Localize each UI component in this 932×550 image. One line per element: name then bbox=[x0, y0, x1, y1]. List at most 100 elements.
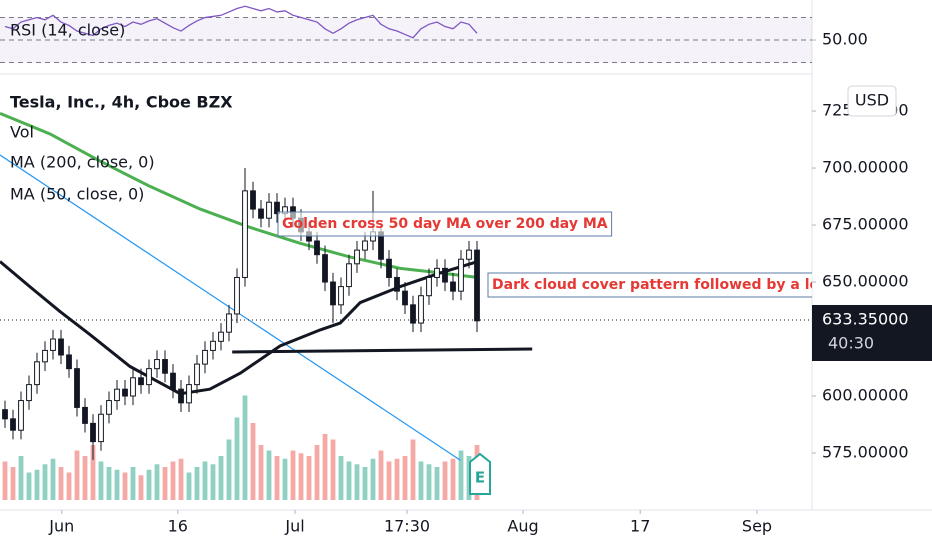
volume-bar bbox=[402, 456, 408, 500]
volume-bar bbox=[338, 456, 344, 500]
candle-body bbox=[322, 254, 328, 283]
volume-bar bbox=[114, 469, 120, 500]
volume-bar bbox=[2, 461, 8, 500]
volume-bar bbox=[418, 461, 424, 500]
trend-line bbox=[0, 154, 461, 461]
currency-button[interactable] bbox=[847, 85, 897, 117]
volume-bar bbox=[274, 456, 280, 500]
volume-bar bbox=[442, 461, 448, 500]
countdown: 40:30 bbox=[828, 333, 874, 352]
x-tick-label: Sep bbox=[742, 517, 772, 536]
candle-body bbox=[258, 208, 264, 219]
candle-body bbox=[338, 286, 344, 306]
candle-body bbox=[186, 384, 192, 404]
volume-bar bbox=[74, 450, 80, 500]
volume-bar bbox=[258, 445, 264, 500]
volume-bar bbox=[378, 450, 384, 500]
candle-body bbox=[354, 249, 360, 265]
volume-bar bbox=[106, 467, 112, 500]
y-tick-label: 700.00000 bbox=[822, 158, 909, 177]
axes-layer: 50.00 575.00000 600.00000 650.00000 675.0000… bbox=[48, 30, 908, 536]
volume-bar bbox=[26, 472, 32, 500]
volume-bar bbox=[346, 461, 352, 500]
candle-body bbox=[402, 290, 408, 306]
volume-bar bbox=[410, 439, 416, 500]
volume-bar bbox=[458, 450, 464, 500]
volume-bar bbox=[82, 456, 88, 500]
candle-body bbox=[362, 240, 368, 251]
x-tick-label: Jul bbox=[284, 517, 304, 536]
candle-body bbox=[242, 190, 248, 278]
volume-bar bbox=[322, 434, 328, 500]
volume-bar bbox=[434, 467, 440, 500]
candle-body bbox=[114, 388, 120, 402]
volume-bar bbox=[130, 467, 136, 500]
moving-average bbox=[0, 111, 478, 279]
lines-layer bbox=[0, 111, 812, 461]
volume-bar bbox=[178, 458, 184, 500]
y-tick-label: 650.00000 bbox=[822, 272, 909, 291]
annotation-box bbox=[277, 211, 613, 237]
currency-label[interactable]: USD bbox=[855, 91, 889, 110]
volume-bar bbox=[394, 458, 400, 500]
volume-layer bbox=[2, 395, 480, 500]
earnings-marker[interactable] bbox=[469, 452, 491, 495]
volume-bar bbox=[290, 450, 296, 500]
y-tick-label: 575.00000 bbox=[822, 443, 909, 462]
annotation: Golden cross 50 day MA over 200 day MA bbox=[277, 211, 613, 237]
candle-body bbox=[346, 263, 352, 288]
x-tick-label: Aug bbox=[507, 517, 538, 536]
annotation-text: Golden cross 50 day MA over 200 day MA bbox=[282, 216, 608, 232]
volume-bar bbox=[330, 439, 336, 500]
candle-body bbox=[218, 331, 224, 342]
volume-bar bbox=[386, 461, 392, 500]
candle-body bbox=[450, 281, 456, 292]
candle-body bbox=[26, 384, 32, 402]
candle-body bbox=[266, 201, 272, 219]
candle-body bbox=[178, 388, 184, 404]
candle-body bbox=[314, 240, 320, 256]
y-tick-label: 675.00000 bbox=[822, 215, 909, 234]
volume-bar bbox=[210, 464, 216, 500]
earnings-label[interactable]: E bbox=[475, 469, 485, 487]
candle-body bbox=[466, 249, 472, 260]
x-tick-label: Jun bbox=[48, 517, 74, 536]
candle-body bbox=[130, 377, 136, 397]
candle-body bbox=[274, 201, 280, 215]
last-price-box bbox=[812, 304, 932, 361]
rsi-tick-label: 50.00 bbox=[822, 30, 868, 49]
candle-body bbox=[138, 377, 144, 386]
candle-body bbox=[106, 400, 112, 415]
x-tick-label: 17 bbox=[630, 517, 650, 536]
candle-body bbox=[386, 258, 392, 278]
rsi-band bbox=[0, 17, 812, 63]
indicator-legend: Vol bbox=[10, 123, 34, 142]
volume-bar bbox=[266, 450, 272, 500]
volume-bar bbox=[362, 467, 368, 500]
volume-bar bbox=[314, 445, 320, 500]
candle-body bbox=[98, 413, 104, 443]
volume-bar bbox=[426, 464, 432, 500]
candle-body bbox=[434, 267, 440, 278]
volume-bar bbox=[186, 472, 192, 500]
trend-line bbox=[232, 347, 533, 354]
candle-body bbox=[194, 363, 200, 386]
last-price-label: 633.35000 bbox=[822, 309, 909, 328]
volume-bar bbox=[282, 458, 288, 500]
volume-bar bbox=[42, 464, 48, 500]
candle-body bbox=[234, 276, 240, 315]
candle-body bbox=[74, 368, 80, 408]
volume-bar bbox=[34, 469, 40, 500]
volume-bar bbox=[122, 472, 128, 500]
volume-bar bbox=[450, 458, 456, 500]
volume-bar bbox=[354, 464, 360, 500]
annotations-layer: Golden cross 50 day MA over 200 day MA Da… bbox=[277, 211, 812, 298]
candle-body bbox=[18, 400, 24, 431]
candle-body bbox=[122, 388, 128, 397]
candle-body bbox=[58, 338, 64, 356]
candle-body bbox=[442, 267, 448, 283]
volume-bar bbox=[226, 439, 232, 500]
candle-body bbox=[418, 295, 424, 324]
chart-title: Tesla, Inc., 4h, Cboe BZX bbox=[10, 93, 233, 112]
annotation-box bbox=[487, 272, 812, 298]
